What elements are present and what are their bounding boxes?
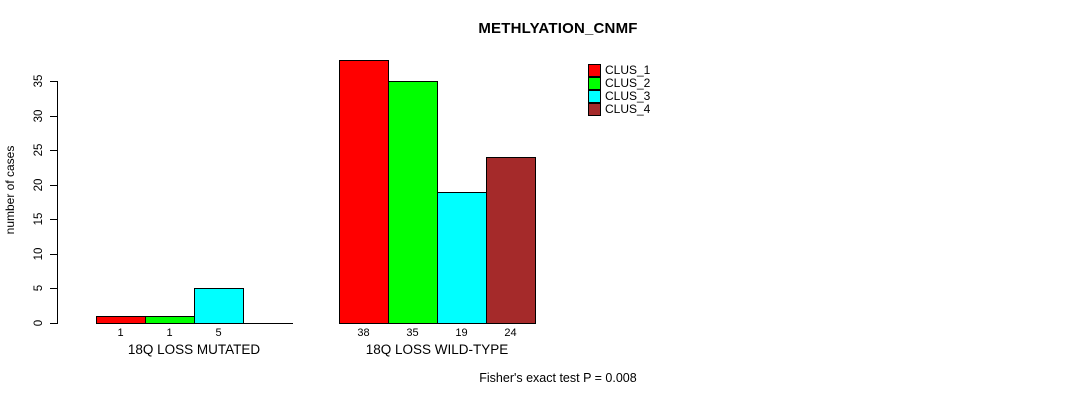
bar-clus_2-group1 [145,316,195,324]
bar-clus_1-group2 [339,60,389,324]
legend-item: CLUS_2 [588,77,650,90]
y-axis-tick [50,219,57,220]
stat-annotation: Fisher's exact test P = 0.008 [479,371,637,385]
y-axis-tick [50,288,57,289]
bar-value-label: 24 [504,327,517,339]
y-axis-tick [50,254,57,255]
y-axis-tick-label: 35 [33,74,45,88]
y-axis-tick-label: 30 [33,109,45,123]
bar-value-label: 1 [117,327,124,339]
y-axis-line [57,81,58,324]
legend-swatch-clus_4 [588,103,601,116]
legend-swatch-clus_1 [588,64,601,77]
bar-value-label: 19 [455,327,468,339]
legend-item: CLUS_1 [588,64,650,77]
bar-value-label: 35 [406,327,419,339]
bar-value-label: 1 [166,327,173,339]
legend-item: CLUS_3 [588,90,650,103]
legend-item: CLUS_4 [588,103,650,116]
y-axis-tick [50,116,57,117]
y-axis-tick-label: 15 [33,212,45,226]
bar-clus_4-group2 [486,157,536,324]
y-axis-tick [50,185,57,186]
y-axis-tick [50,81,57,82]
bar-clus_1-group1 [96,316,146,324]
legend-label: CLUS_1 [605,63,651,77]
y-axis-tick-label: 10 [33,247,45,261]
y-axis-tick-label: 5 [33,284,45,292]
y-axis-tick [50,323,57,324]
legend-label: CLUS_3 [605,89,651,103]
chart-title: METHLYATION_CNMF [478,20,638,37]
y-axis-tick [50,150,57,151]
legend: CLUS_1 CLUS_2 CLUS_3 CLUS_4 [588,64,650,116]
legend-swatch-clus_2 [588,77,601,90]
bar-clus_4-group1-zero [243,323,293,324]
bar-clus_3-group1 [194,288,244,324]
legend-swatch-clus_3 [588,90,601,103]
bar-value-label: 38 [357,327,370,339]
bar-clus_2-group2 [388,81,438,324]
y-axis-tick-label: 20 [33,178,45,192]
legend-label: CLUS_2 [605,76,651,90]
legend-label: CLUS_4 [605,102,651,116]
y-axis-tick-label: 25 [33,143,45,157]
x-group-label: 18Q LOSS MUTATED [127,342,261,357]
x-group-label: 18Q LOSS WILD-TYPE [365,342,509,357]
bar-clus_3-group2 [437,192,487,324]
bar-value-label: 5 [215,327,222,339]
y-axis-tick-label: 0 [33,319,45,327]
